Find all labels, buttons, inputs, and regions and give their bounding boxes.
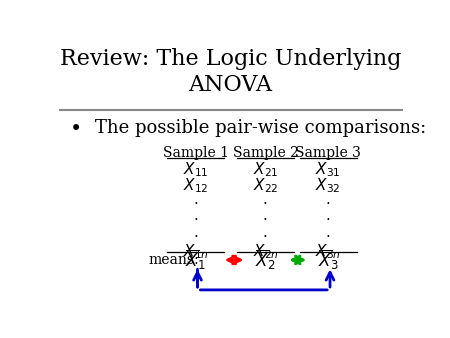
Text: $X_{12}$: $X_{12}$: [183, 177, 208, 195]
Text: $\overline{X}_1$: $\overline{X}_1$: [185, 248, 206, 272]
Text: $\overline{X}_3$: $\overline{X}_3$: [318, 248, 339, 272]
Text: $X_{2n}$: $X_{2n}$: [252, 242, 279, 261]
Text: Review: The Logic Underlying
ANOVA: Review: The Logic Underlying ANOVA: [60, 48, 401, 96]
Text: $\overline{X}_2$: $\overline{X}_2$: [255, 248, 276, 272]
Text: .: .: [326, 210, 331, 223]
Text: $X_{31}$: $X_{31}$: [315, 160, 341, 179]
Text: The possible pair-wise comparisons:: The possible pair-wise comparisons:: [94, 119, 426, 137]
Text: .: .: [263, 226, 268, 240]
Text: Sample 1: Sample 1: [163, 146, 229, 160]
Text: .: .: [326, 226, 331, 240]
Text: .: .: [194, 210, 198, 223]
Text: means:: means:: [148, 253, 199, 267]
Text: Sample 3: Sample 3: [295, 146, 361, 160]
Text: $X_{21}$: $X_{21}$: [253, 160, 278, 179]
Text: .: .: [194, 193, 198, 207]
Text: $X_{32}$: $X_{32}$: [315, 177, 341, 195]
Text: $X_{3n}$: $X_{3n}$: [315, 242, 341, 261]
Text: Sample 2: Sample 2: [233, 146, 298, 160]
Text: .: .: [263, 193, 268, 207]
Text: $X_{11}$: $X_{11}$: [183, 160, 208, 179]
Text: .: .: [326, 193, 331, 207]
Text: .: .: [194, 226, 198, 240]
Text: .: .: [263, 210, 268, 223]
Text: $X_{22}$: $X_{22}$: [253, 177, 278, 195]
Text: •: •: [70, 119, 82, 139]
Text: $X_{1n}$: $X_{1n}$: [183, 242, 209, 261]
